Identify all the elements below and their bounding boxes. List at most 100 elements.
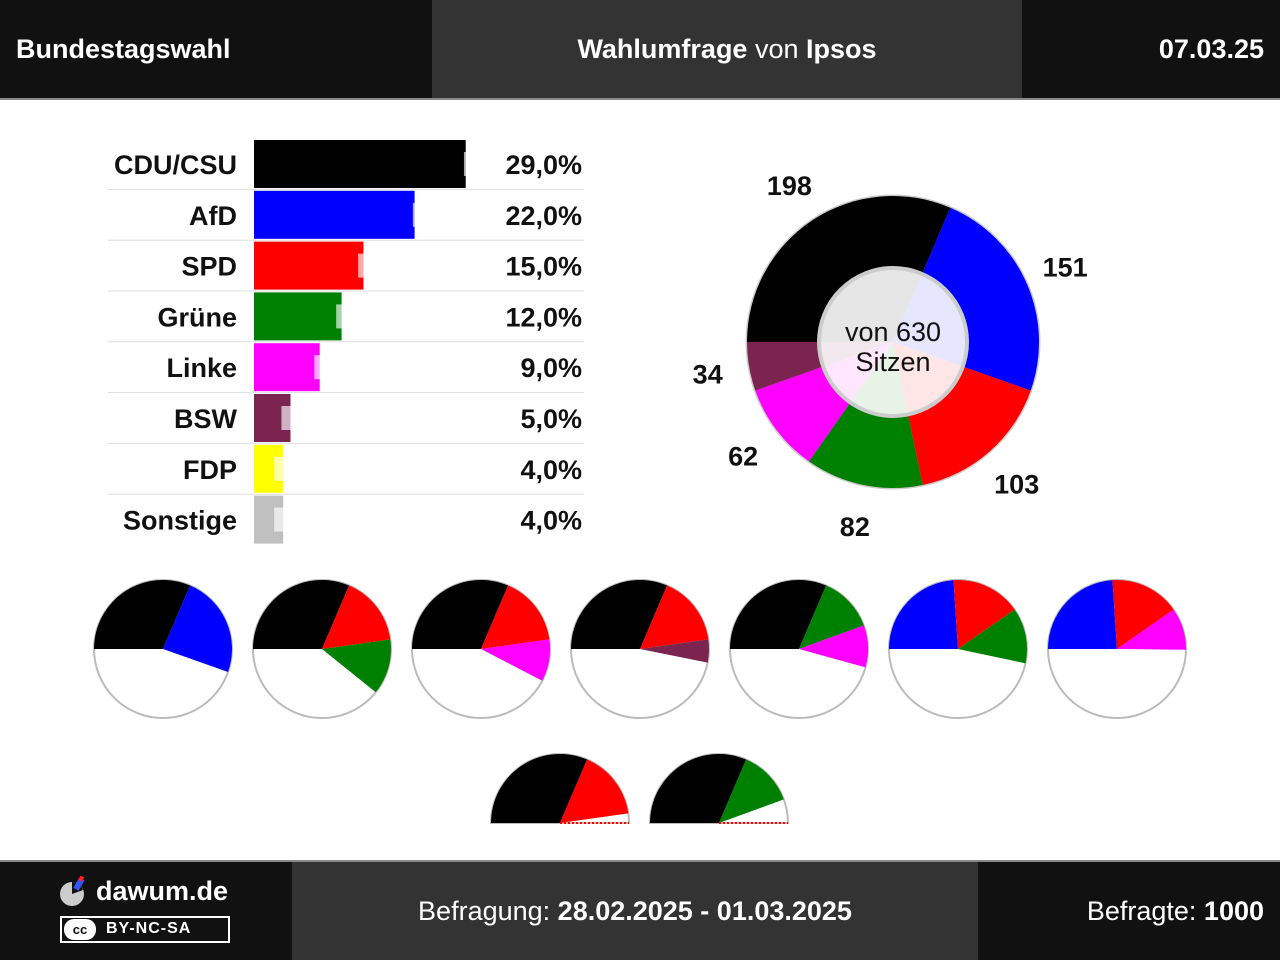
poll-period-value: 28.02.2025 - 01.03.2025 <box>557 896 852 926</box>
bar-afd <box>254 190 415 239</box>
license-badge: cc BY-NC-SA <box>60 916 230 943</box>
coalition-slice-linke <box>481 639 551 681</box>
coalition-outline <box>648 753 790 824</box>
coalition-outline <box>252 579 392 719</box>
respondents-value: 1000 <box>1203 896 1264 926</box>
coalition-slice-spd <box>953 580 1015 649</box>
poll-title-connector: von <box>754 34 799 64</box>
value-label-spd: 15,0% <box>505 252 582 282</box>
bar-label-spd: SPD <box>181 252 237 282</box>
election-title: Bundestagswahl <box>16 34 231 64</box>
seat-label-linke: 62 <box>728 442 758 472</box>
coalition-slice-cdu-csu <box>94 580 191 649</box>
poll-institute: Ipsos <box>806 34 877 64</box>
previous-marker-sonstige <box>274 507 295 532</box>
coalition-chart <box>93 579 233 719</box>
bar-label-fdp: FDP <box>183 455 237 485</box>
value-label-sonstige: 4,0% <box>520 506 582 536</box>
donut-center <box>817 266 969 418</box>
poll-date: 07.03.25 <box>1158 34 1264 64</box>
value-label-bsw: 5,0% <box>520 404 582 434</box>
seat-label-afd: 151 <box>1043 252 1088 282</box>
coalition-slice-afd <box>163 585 232 672</box>
bar-label-gr-ne: Grüne <box>157 302 237 332</box>
bar-label-afd: AfD <box>189 201 237 231</box>
coalition-slice-cdu-csu <box>571 580 668 649</box>
donut-slice-bsw <box>746 342 893 391</box>
coalition-slice-spd <box>481 585 550 649</box>
coalition-chart <box>888 579 1028 719</box>
vote-share-bar-chart: CDU/CSU 29,0% AfD 22,0% SPD 15,0% Grüne 12,0% Li… <box>108 140 584 544</box>
donut-outline <box>745 194 1041 490</box>
coalition-chart <box>489 753 631 824</box>
poll-title-bold: Wahlumfrage <box>577 34 748 64</box>
coalition-slice-spd <box>640 585 709 649</box>
coalition-slice-spd <box>560 759 629 823</box>
site-name: dawum.de <box>96 876 229 906</box>
seat-label-bsw: 34 <box>693 360 723 390</box>
coalition-outline <box>489 753 631 824</box>
value-label-cdu-csu: 29,0% <box>505 150 582 180</box>
previous-marker-linke <box>314 355 335 380</box>
bar-spd <box>254 241 364 290</box>
bar-label-bsw: BSW <box>174 404 238 434</box>
header-center-panel <box>432 0 1022 98</box>
footer-bar: dawum.de cc BY-NC-SA Befragung: 28.02.20… <box>0 860 1280 960</box>
coalition-slice-linke <box>1117 609 1186 650</box>
coalition-slice-cdu-csu <box>650 754 747 823</box>
seat-label-spd: 103 <box>994 470 1039 500</box>
donut-slice-linke <box>755 342 893 462</box>
donut-slice-afd <box>893 207 1039 391</box>
coalition-slice-afd <box>1048 580 1117 649</box>
coalition-slice-cdu-csu <box>253 580 350 649</box>
donut-center-label-1: von 630 <box>845 317 941 347</box>
coalition-slice-spd <box>322 585 391 649</box>
dawum-logo-icon <box>60 876 85 906</box>
coalition-chart <box>729 579 869 719</box>
value-label-gr-ne: 12,0% <box>505 302 582 332</box>
coalition-outline <box>93 579 233 719</box>
previous-marker-afd <box>412 202 433 227</box>
donut-slice-cdu-csu <box>747 196 951 342</box>
coalition-slice-cdu-csu <box>491 753 588 823</box>
poll-period-label: Befragung: <box>418 896 551 926</box>
coalition-chart <box>570 579 710 719</box>
footer-center-panel <box>292 862 978 960</box>
coalition-slice-cdu-csu <box>730 580 827 649</box>
donut-slice-gr-ne <box>808 342 923 488</box>
seat-label-cdu-csu: 198 <box>767 171 812 201</box>
bar-label-cdu-csu: CDU/CSU <box>114 150 237 180</box>
coalition-outline <box>1047 579 1187 719</box>
header-bar: Bundestagswahl Wahlumfrage von Ipsos 07.… <box>0 0 1280 100</box>
previous-marker-bsw <box>281 406 302 430</box>
coalition-slice-bsw <box>640 639 709 663</box>
bar-cdu-csu <box>254 140 466 188</box>
coalition-outline <box>411 579 551 719</box>
coalition-outline <box>888 579 1028 719</box>
donut-slice-spd <box>893 342 1031 485</box>
previous-marker-spd <box>358 253 379 278</box>
coalition-slice-cdu-csu <box>412 580 509 649</box>
value-label-linke: 9,0% <box>520 353 582 383</box>
previous-marker-cdu-csu <box>463 152 484 176</box>
coalition-slice-gr-ne <box>322 639 391 693</box>
creative-commons-icon: cc <box>64 919 96 940</box>
coalition-chart <box>648 753 790 824</box>
bar-label-sonstige: Sonstige <box>123 506 237 536</box>
coalition-chart <box>411 579 551 719</box>
previous-marker-gr-ne <box>336 304 357 329</box>
bar-gr-ne <box>254 292 342 341</box>
license-text: BY-NC-SA <box>106 920 192 937</box>
value-label-afd: 22,0% <box>505 201 582 231</box>
coalition-slice-afd <box>889 580 958 649</box>
coalition-chart <box>1047 579 1187 719</box>
respondents: Befragte: 1000 <box>1087 896 1264 927</box>
coalition-slice-linke <box>799 625 868 668</box>
coalition-slice-gr-ne <box>719 759 784 823</box>
coalition-outline <box>729 579 869 719</box>
seat-label-gr-ne: 82 <box>840 512 870 542</box>
poll-period: Befragung: 28.02.2025 - 01.03.2025 <box>292 896 978 927</box>
respondents-label: Befragte: <box>1086 896 1197 926</box>
poll-title: Wahlumfrage von Ipsos <box>432 34 1022 65</box>
donut-center-label-2: Sitzen <box>855 347 930 377</box>
